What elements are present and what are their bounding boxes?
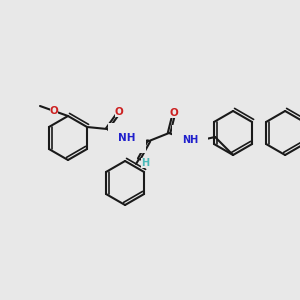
Text: NH: NH	[182, 135, 198, 145]
Text: O: O	[170, 108, 178, 118]
Text: NH: NH	[118, 133, 136, 143]
Text: H: H	[141, 158, 149, 168]
Text: O: O	[50, 106, 58, 116]
Text: O: O	[115, 107, 123, 117]
